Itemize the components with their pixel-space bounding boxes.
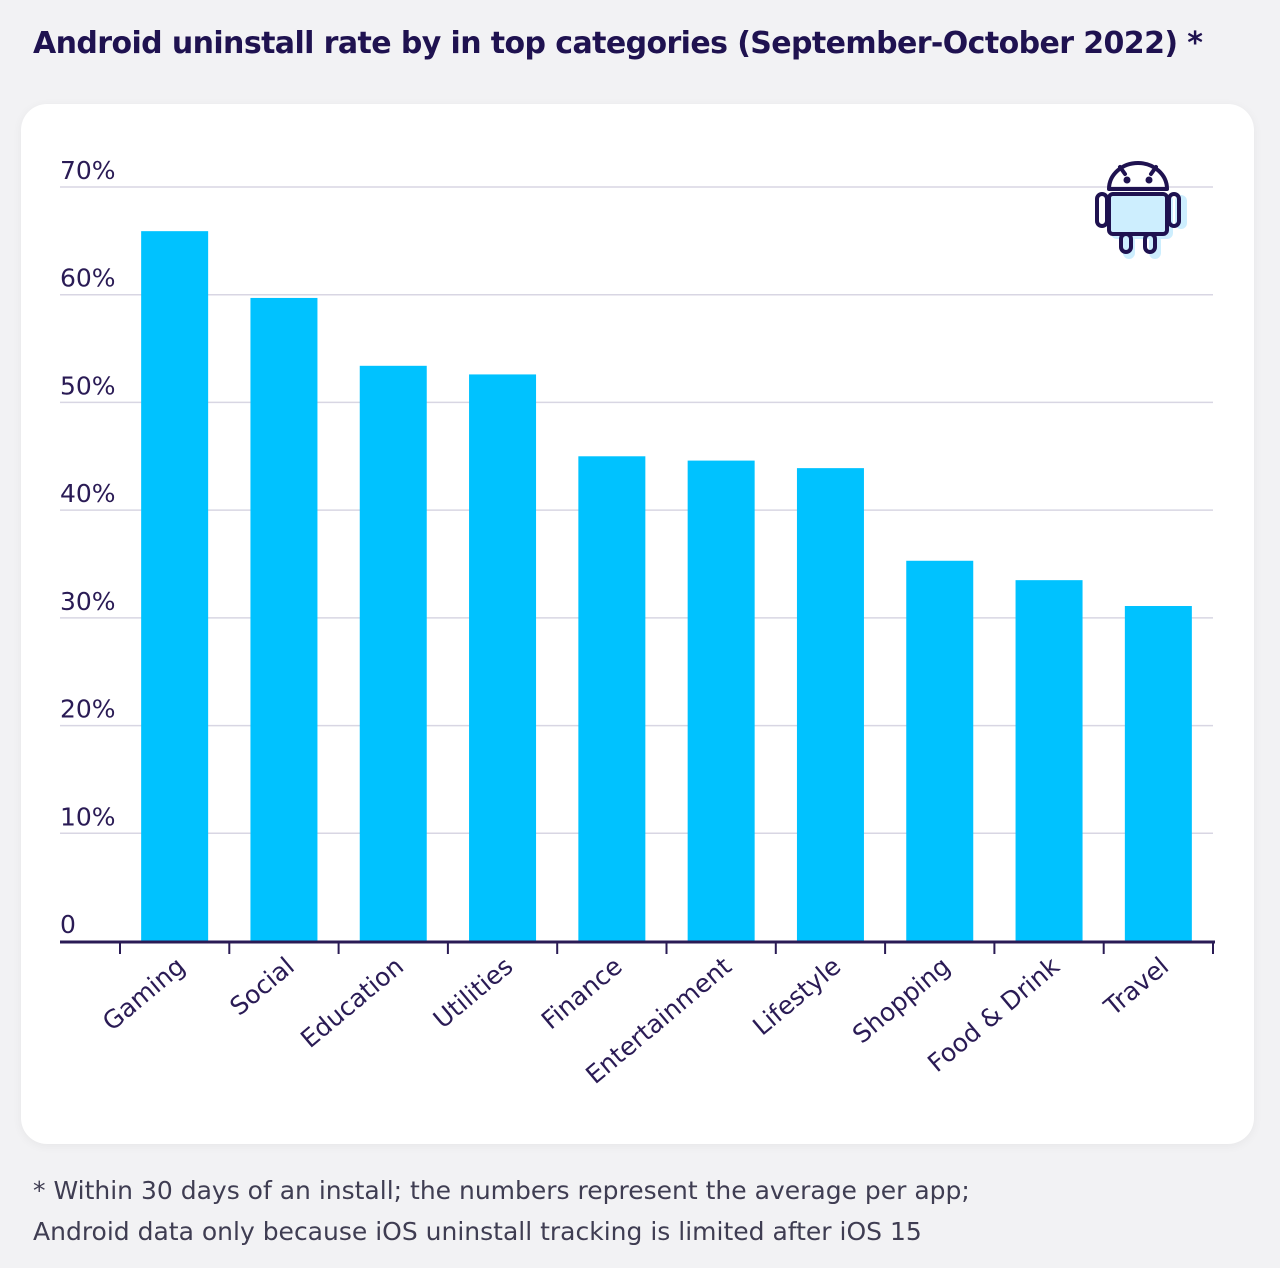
android-robot-icon xyxy=(1095,161,1187,259)
chart-title: Android uninstall rate by in top categor… xyxy=(33,26,1203,61)
bar-social xyxy=(250,297,318,942)
footnote-line-2: Android data only because iOS uninstall … xyxy=(33,1217,922,1246)
x-tick-label: Utilities xyxy=(428,951,519,1034)
y-tick-label: 40% xyxy=(60,479,116,508)
x-tick-label: Lifestyle xyxy=(747,951,846,1041)
x-tick-label: Shopping xyxy=(847,951,956,1049)
y-tick-label: 10% xyxy=(60,802,116,831)
y-tick-label: 70% xyxy=(60,156,116,185)
x-axis xyxy=(60,940,1215,954)
bar-travel xyxy=(1124,606,1192,941)
bar-utilities xyxy=(469,374,537,941)
bar-lifestyle xyxy=(796,468,864,941)
x-tick-label: Gaming xyxy=(97,951,190,1036)
bar-gaming xyxy=(141,231,209,942)
y-axis-tick-labels: 0 10% 20% 30% 40% 50% 60% 70% xyxy=(60,156,116,939)
x-tick-label: Education xyxy=(295,951,409,1053)
y-tick-label: 50% xyxy=(60,371,116,400)
bar-food-drink xyxy=(1015,580,1083,941)
bars xyxy=(141,231,1192,942)
footnote: * Within 30 days of an install; the numb… xyxy=(33,1170,1233,1252)
x-tick-label: Travel xyxy=(1098,951,1174,1022)
bar-finance xyxy=(578,456,646,941)
x-tick-label: Social xyxy=(224,951,299,1021)
bar-shopping xyxy=(906,560,974,941)
y-tick-label: 30% xyxy=(60,587,116,616)
footnote-line-1: * Within 30 days of an install; the numb… xyxy=(33,1176,970,1205)
y-tick-label: 60% xyxy=(60,264,116,293)
x-tick-label: Finance xyxy=(536,951,628,1035)
y-tick-label: 20% xyxy=(60,695,116,724)
bar-entertainment xyxy=(687,460,755,941)
bar-education xyxy=(359,365,427,941)
y-tick-label: 0 xyxy=(60,910,76,939)
